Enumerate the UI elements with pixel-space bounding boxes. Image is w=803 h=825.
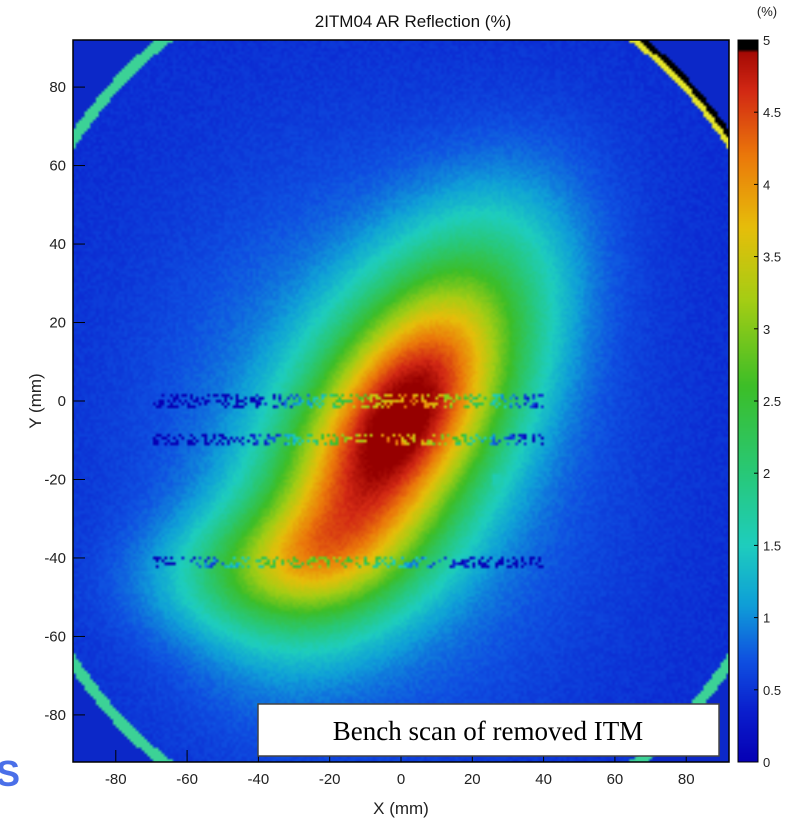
x-tick-label: 80 [678,771,695,788]
chart-title: 2ITM04 AR Reflection (%) [315,12,512,31]
colorbar-unit-label: (%) [757,4,777,19]
x-axis: -80 -60 -40 -20 0 20 40 60 80 [105,750,695,788]
colorbar-tick-label: 3 [763,322,770,337]
y-tick-label: -80 [44,707,66,724]
y-axis: 80 60 40 20 0 -20 -40 -60 -80 [44,79,85,724]
colorbar-tick-label: 2 [763,466,770,481]
colorbar-axis: 5 4.5 4 3.5 3 2.5 2 1.5 1 0.5 0 [754,33,781,770]
annotation-background [257,703,720,757]
y-tick-label: 80 [49,79,66,96]
x-tick-label: 20 [464,771,481,788]
colorbar-tick-label: 2.5 [763,394,781,409]
edge-fragment-text: S [0,753,20,794]
x-tick-label: -60 [176,771,198,788]
reflection-heatmap [73,40,729,762]
x-tick-label: 0 [397,771,405,788]
x-tick-label: -40 [248,771,270,788]
x-tick-label: 40 [535,771,552,788]
colorbar-tick-label: 5 [763,33,770,48]
annotation-text: Bench scan of removed ITM [333,716,643,746]
colorbar-tick-label: 4.5 [763,105,781,120]
y-tick-label: 40 [49,236,66,253]
x-axis-title: X (mm) [373,799,429,818]
colorbar-tick-label: 3.5 [763,250,781,265]
y-tick-label: 20 [49,315,66,332]
y-tick-label: -60 [44,628,66,645]
y-axis-title: Y (mm) [26,373,45,428]
colorbar-tick-label: 0 [763,755,770,770]
y-tick-label: -20 [44,471,66,488]
annotation-box: Bench scan of removed ITM [257,703,720,757]
y-tick-label: -40 [44,550,66,567]
colorbar-tick-label: 0.5 [763,683,781,698]
x-tick-label: -20 [319,771,341,788]
y-tick-label: 0 [58,393,66,410]
x-tick-label: 60 [607,771,624,788]
colorbar-gradient [738,40,758,762]
colorbar-tick-label: 4 [763,177,770,192]
x-tick-label: -80 [105,771,127,788]
colorbar-tick-label: 1.5 [763,538,781,553]
y-tick-label: 60 [49,158,66,175]
colorbar-tick-label: 1 [763,611,770,626]
